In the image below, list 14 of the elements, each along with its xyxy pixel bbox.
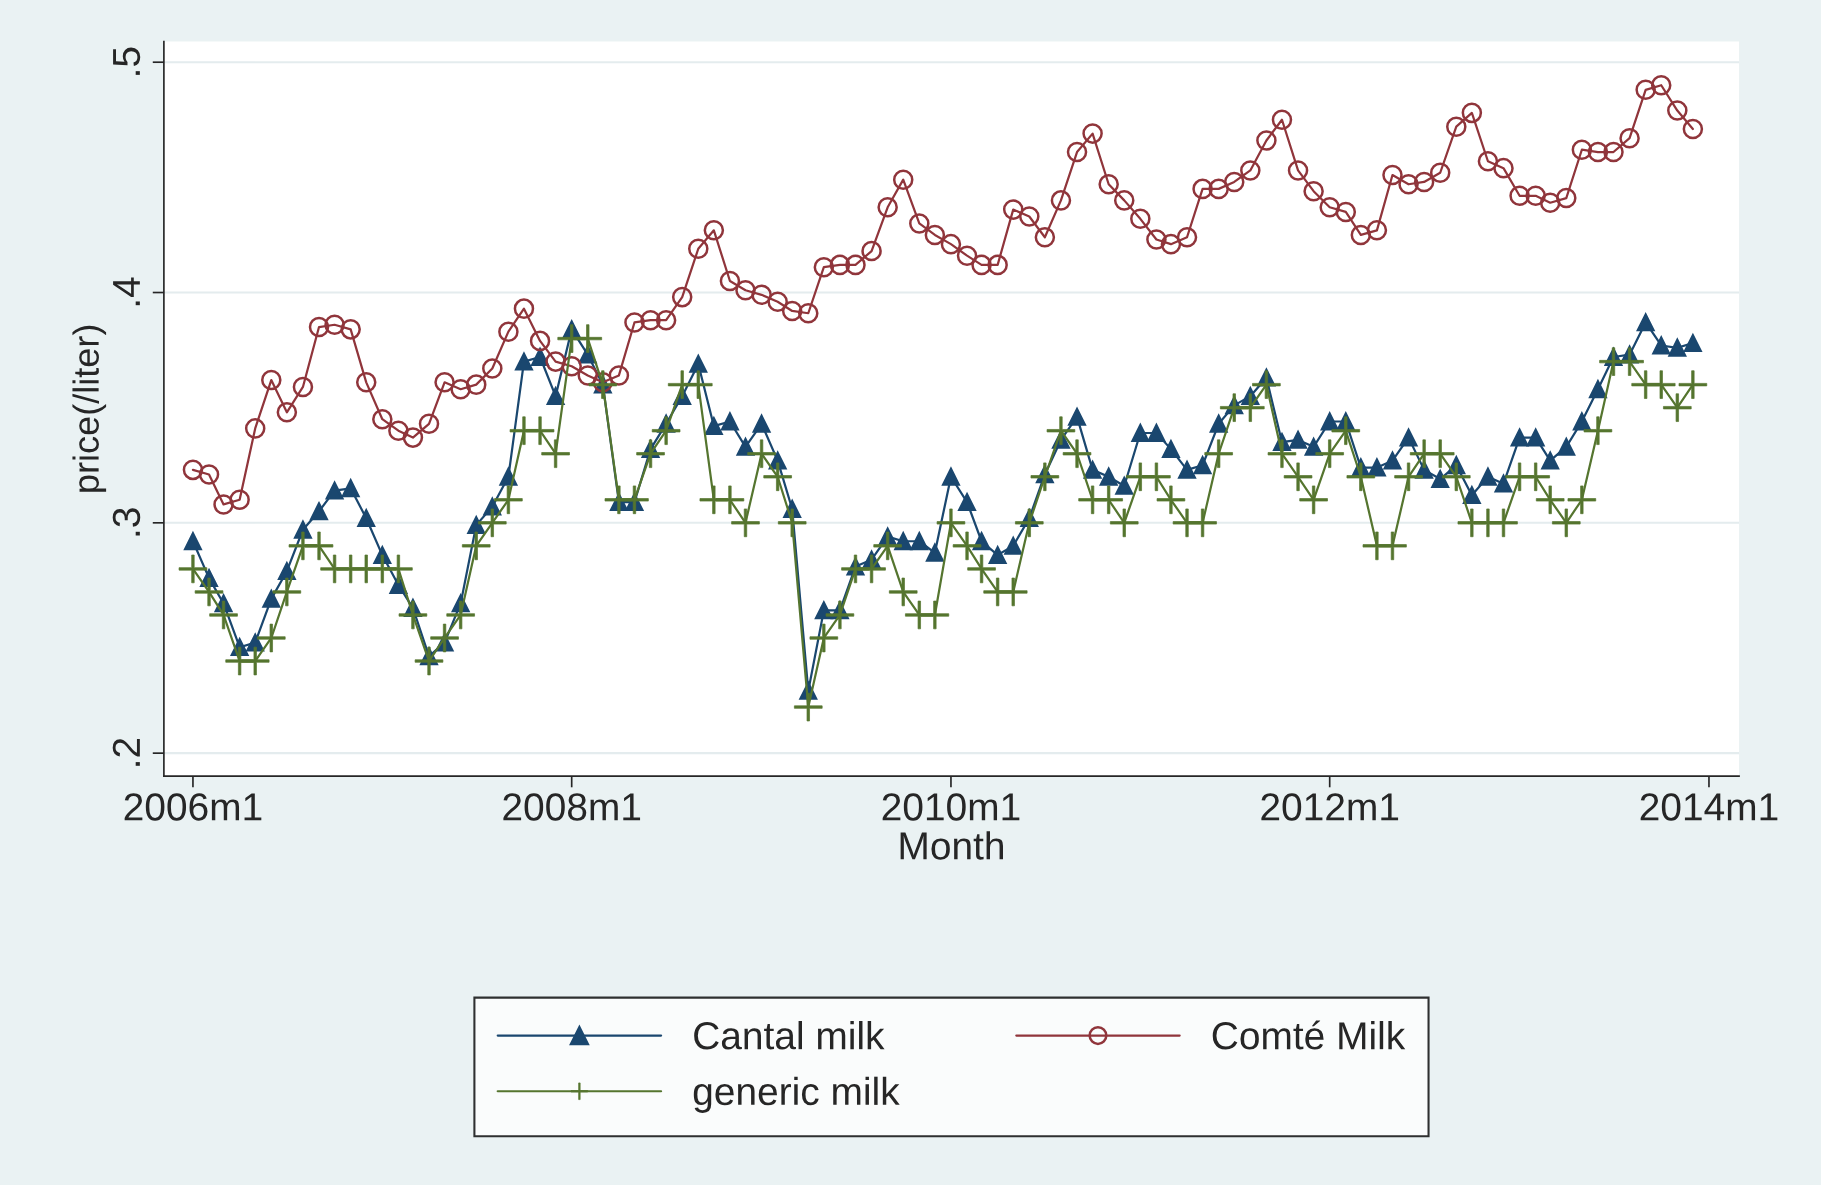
x-tick-label: 2012m1 xyxy=(1261,793,1399,821)
y-tick-label: .5 xyxy=(113,47,141,75)
legend-label: generic milk xyxy=(693,1076,900,1113)
x-tick-label: 2008m1 xyxy=(503,793,641,821)
legend-label: Comté Milk xyxy=(1212,1020,1406,1050)
x-tick-label: 2010m1 xyxy=(882,793,1020,821)
x-tick-label: 2014m1 xyxy=(1640,793,1778,821)
legend-label: Cantal milk xyxy=(694,1021,885,1050)
x-axis-title: Month xyxy=(900,831,1003,860)
y-tick-label: .2 xyxy=(112,738,140,766)
y-axis-title: price(/liter) xyxy=(72,325,107,492)
x-tick-label: 2006m1 xyxy=(124,793,262,821)
y-tick-label: .3 xyxy=(112,508,141,536)
y-tick-label: .4 xyxy=(113,277,140,306)
